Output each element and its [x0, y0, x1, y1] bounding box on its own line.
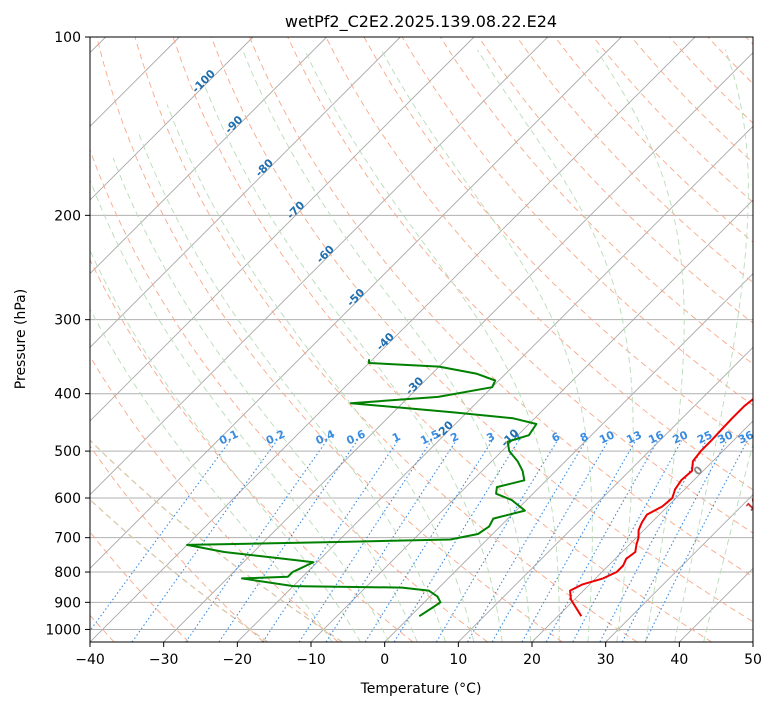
mixing-ratio-line	[491, 440, 609, 642]
mixing-ratio-line	[545, 440, 659, 642]
moist-adiabat-line	[703, 441, 753, 642]
dry-adiabat-line	[90, 445, 264, 642]
dry-adiabat-line	[516, 37, 753, 283]
mixing-ratio-line	[325, 440, 457, 642]
mixing-ratio-label: 16	[646, 428, 666, 446]
moist-adiabat-line	[674, 49, 749, 642]
x-tick-label: 50	[744, 652, 762, 668]
y-axis: 100 200 300 400 500 600 700 800 900 1000	[45, 30, 90, 638]
x-tick-label: 40	[670, 652, 688, 668]
isotherm-line	[90, 37, 254, 201]
mixing-ratio-line	[435, 440, 558, 642]
x-tick-label: 20	[523, 652, 541, 668]
isotherm-line	[458, 346, 753, 642]
dry-adiabat-line	[134, 37, 638, 642]
reference-adiabat-line	[90, 439, 343, 642]
chart-title: wetPf2_C2E2.2025.139.08.22.E24	[285, 12, 557, 32]
x-axis-title: Temperature (°C)	[360, 681, 482, 697]
moist-adiabat-line	[90, 308, 333, 642]
x-axis: −40 −30 −20 −10 0 10 20 30 40 50	[75, 642, 762, 668]
moist-adiabat-line	[112, 157, 418, 642]
reference-lines	[90, 37, 753, 642]
x-tick-label: −10	[296, 652, 326, 668]
moist-adiabat-line	[137, 132, 446, 642]
x-tick-label: 30	[597, 652, 615, 668]
y-tick-label: 400	[54, 387, 81, 403]
dewpoint-line	[186, 359, 538, 618]
mixing-ratio-line	[262, 440, 399, 642]
dry-adiabat-line	[90, 258, 414, 642]
mixing-ratio-line	[131, 440, 278, 642]
mixing-ratio-line	[90, 440, 231, 632]
mixing-ratio-label: 30	[716, 428, 736, 446]
mixing-ratio-line	[644, 440, 748, 642]
y-tick-label: 600	[54, 491, 81, 507]
dry-adiabat-line	[325, 37, 753, 491]
y-tick-label: 900	[54, 595, 81, 611]
moist-adiabat-line	[166, 104, 475, 642]
mixing-ratio-line	[572, 440, 683, 642]
moist-adiabat-label: 10	[743, 494, 763, 514]
moist-adiabat-line	[304, 49, 560, 642]
mixing-ratio-line	[364, 440, 493, 642]
dry-adiabat-line	[210, 37, 753, 623]
y-tick-label: 1000	[45, 622, 81, 638]
isotherm-line	[531, 420, 753, 642]
dry-adiabat-line	[90, 355, 339, 642]
x-tick-label: −30	[149, 652, 179, 668]
reference-adiabat-line	[90, 498, 268, 642]
temperature-line	[569, 397, 753, 617]
moist-adiabat-line	[596, 49, 685, 642]
y-axis-title: Pressure (hPa)	[13, 289, 29, 389]
x-tick-label: 10	[449, 652, 467, 668]
x-tick-label: −20	[223, 652, 253, 668]
mixing-ratio-label: 36	[736, 428, 756, 446]
profile-series	[186, 359, 753, 618]
mixing-ratio-label: 10	[597, 428, 617, 446]
mixing-ratio-line	[467, 440, 587, 642]
isotherm-line	[384, 273, 753, 642]
y-tick-label: 200	[54, 208, 81, 224]
dry-adiabat-line	[249, 37, 753, 578]
y-tick-label: 700	[54, 531, 81, 547]
y-tick-label: 800	[54, 565, 81, 581]
x-tick-label: 0	[380, 652, 389, 668]
moist-adiabat-line	[476, 49, 634, 642]
y-tick-label: 100	[54, 30, 81, 46]
mixing-ratio-line	[298, 440, 432, 642]
plot-frame	[89, 36, 754, 643]
moist-adiabat-line	[90, 180, 390, 642]
moist-adiabat-line	[380, 49, 593, 642]
isotherm-line	[605, 494, 753, 642]
y-tick-label: 300	[54, 313, 81, 329]
mixing-ratio-label: 13	[624, 428, 643, 446]
isotherm-line	[90, 37, 327, 275]
isotherm-line	[163, 52, 753, 642]
isotherm-line	[90, 37, 622, 569]
moist-adiabat-line	[90, 249, 361, 642]
isotherm-line	[90, 37, 696, 642]
mixing-ratio-label: 20	[671, 428, 691, 446]
mixing-ratio-line	[393, 440, 520, 642]
mixing-ratio-line	[185, 440, 328, 642]
mixing-ratio-line	[521, 440, 637, 642]
moist-adiabat-line	[242, 49, 532, 642]
isotherm-line	[90, 37, 548, 496]
y-tick-label: 500	[54, 444, 81, 460]
x-tick-label: −40	[75, 652, 105, 668]
plot-area	[90, 37, 753, 642]
moist-adiabat-line	[199, 72, 503, 642]
dry-adiabat-line	[287, 37, 753, 534]
dry-adiabat-line	[96, 37, 563, 642]
